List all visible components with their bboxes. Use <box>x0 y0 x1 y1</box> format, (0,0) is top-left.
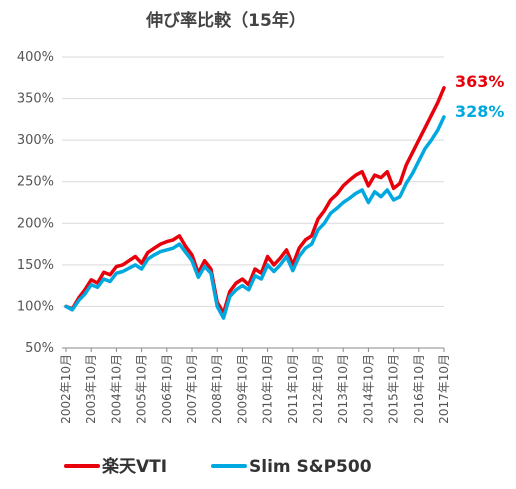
y-tick-label: 150% <box>17 258 54 273</box>
chart-title: 伸び率比較（15年） <box>145 10 306 31</box>
y-tick-label: 100% <box>17 299 54 314</box>
legend: 楽天VTI Slim S&P500 <box>64 456 372 477</box>
x-tick-label: 2007年10月 <box>185 354 199 424</box>
y-tick-label: 400% <box>17 50 54 65</box>
series-lines <box>64 86 446 320</box>
y-tick-label: 200% <box>17 216 54 231</box>
x-tick-label: 2004年10月 <box>109 354 123 424</box>
x-tick-label: 2015年10月 <box>387 354 401 424</box>
series-line-rakuten-vti <box>64 86 446 315</box>
y-axis: 50% 100% 150% 200% 250% 300% 350% 400% <box>17 50 54 356</box>
x-tick-label: 2003年10月 <box>84 354 98 424</box>
x-tick-label: 2012年10月 <box>311 354 325 424</box>
series-line-slim-sp500 <box>64 115 446 320</box>
legend-label: Slim S&P500 <box>249 457 372 477</box>
end-value-label: 363% <box>455 72 504 91</box>
x-tick-label: 2008年10月 <box>210 354 224 424</box>
gridlines <box>62 56 444 349</box>
x-tick-label: 2014年10月 <box>361 354 375 424</box>
x-tick-label: 2016年10月 <box>412 354 426 424</box>
x-tick-label: 2006年10月 <box>160 354 174 424</box>
x-tick-label: 2009年10月 <box>235 354 249 424</box>
legend-label: 楽天VTI <box>102 456 167 477</box>
y-tick-label: 50% <box>25 341 54 356</box>
y-tick-label: 250% <box>17 175 54 190</box>
x-tick-label: 2002年10月 <box>59 354 73 424</box>
x-tick-label: 2013年10月 <box>336 354 350 424</box>
y-tick-label: 350% <box>17 92 54 107</box>
end-value-label: 328% <box>455 102 504 121</box>
y-tick-label: 300% <box>17 133 54 148</box>
x-tick-label: 2011年10月 <box>286 354 300 424</box>
x-tick-label: 2010年10月 <box>261 354 275 424</box>
end-labels: 363% 328% <box>455 72 504 121</box>
x-tick-label: 2005年10月 <box>135 354 149 424</box>
x-axis: 2002年10月 2003年10月 2004年10月 2005年10月 2006年10月… <box>59 348 451 424</box>
x-tick-label: 2017年10月 <box>437 354 451 424</box>
